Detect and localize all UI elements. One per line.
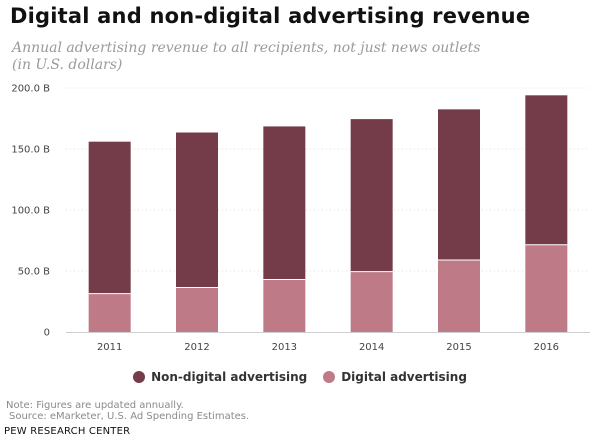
bar-non-digital[interactable] [350, 119, 393, 272]
bar-non-digital[interactable] [438, 109, 480, 261]
x-tick-label: 2011 [97, 342, 122, 353]
y-tick-label: 150.0 B [11, 145, 50, 156]
bar-digital[interactable] [438, 260, 480, 332]
bar-digital[interactable] [263, 279, 306, 332]
y-tick-label: 50.0 B [18, 267, 50, 278]
y-tick-label: 100.0 B [11, 206, 50, 217]
x-tick-label: 2015 [446, 342, 471, 353]
x-tick-label: 2014 [359, 342, 384, 353]
bar-digital[interactable] [350, 271, 393, 332]
bar-non-digital[interactable] [88, 141, 131, 294]
x-tick-label: 2013 [272, 342, 297, 353]
credit-text: PEW RESEARCH CENTER [4, 426, 131, 437]
bar-digital[interactable] [88, 293, 131, 332]
legend-label-digital: Digital advertising [341, 370, 467, 384]
y-tick-label: 0 [44, 328, 50, 339]
x-tick-label: 2012 [184, 342, 209, 353]
bar-digital[interactable] [176, 287, 218, 332]
legend: Non-digital advertising Digital advertis… [0, 370, 600, 384]
legend-swatch-digital [323, 371, 336, 383]
bar-digital[interactable] [525, 244, 568, 332]
legend-swatch-non-digital [133, 371, 146, 383]
chart-subtitle: Annual advertising revenue to all recipi… [12, 40, 481, 73]
bar-non-digital[interactable] [525, 95, 568, 245]
legend-label-non-digital: Non-digital advertising [151, 370, 308, 384]
footnote: Note: Figures are updated annually. Sour… [6, 400, 249, 422]
y-tick-label: 200.0 B [11, 84, 50, 95]
bar-non-digital[interactable] [263, 126, 306, 280]
note-text: Note: Figures are updated annually. [6, 400, 184, 411]
x-tick-label: 2016 [534, 342, 559, 353]
bar-non-digital[interactable] [176, 132, 218, 288]
legend-item-non-digital[interactable]: Non-digital advertising [133, 370, 307, 384]
chart-title: Digital and non-digital advertising reve… [10, 4, 531, 28]
legend-item-digital[interactable]: Digital advertising [323, 370, 467, 384]
source-text: Source: eMarketer, U.S. Ad Spending Esti… [9, 411, 250, 422]
